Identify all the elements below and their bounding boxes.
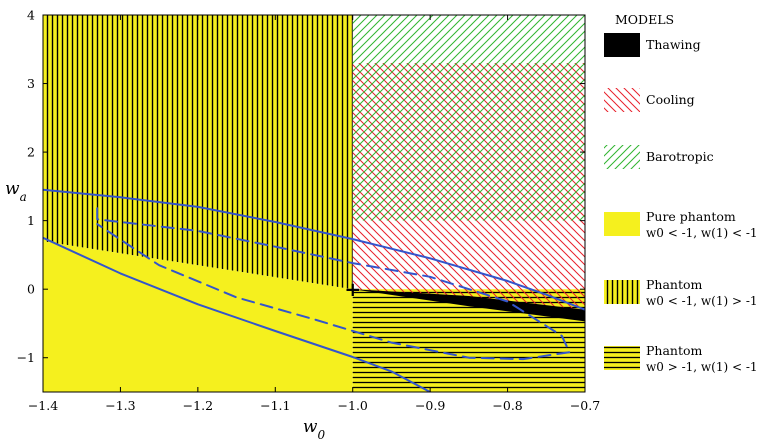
- legend-item-cooling: Cooling: [604, 88, 695, 112]
- y-tick-label: 1: [27, 213, 35, 228]
- x-tick-label: −0.9: [415, 398, 445, 413]
- region-phantom-horizontal: [352, 289, 585, 392]
- legend-item-phantom_b: Phantom w0 > -1, w(1) < -1: [604, 343, 758, 374]
- legend-label-pure_phantom: Pure phantom: [646, 209, 736, 224]
- plot-curves: [43, 188, 585, 392]
- plot-annotations: +: [344, 277, 361, 301]
- legend-item-phantom_a: Phantom w0 < -1, w(1) > -1: [604, 277, 758, 308]
- y-axis: −1 0 1 2 3 4: [17, 8, 585, 365]
- legend-swatch-phantom_a: [604, 280, 640, 304]
- y-axis-label: wa: [5, 179, 27, 204]
- x-tick-label: −1.0: [338, 398, 368, 413]
- region-thawing: [352, 289, 585, 322]
- x-tick-label: −0.7: [570, 398, 600, 413]
- plot-frame: [42, 14, 586, 393]
- legend-item-pure_phantom: Pure phantom w0 < -1, w(1) < -1: [604, 209, 758, 240]
- y-tick-label: −1: [17, 350, 35, 365]
- legend-sublabel-pure_phantom: w0 < -1, w(1) < -1: [646, 226, 758, 240]
- legend-swatch-cooling: [604, 88, 640, 112]
- y-tick-label: 3: [27, 76, 35, 91]
- x-tick-label: −1.1: [260, 398, 290, 413]
- legend-swatch-phantom_b: [604, 346, 640, 370]
- plot-regions: [43, 15, 585, 392]
- legend-swatch-barotropic: [604, 145, 640, 169]
- legend-sublabel-phantom_a: w0 < -1, w(1) > -1: [646, 294, 758, 308]
- legend: MODELS Thawing Cooling Barotropic Pure phan…: [604, 12, 758, 374]
- legend-swatch-pure_phantom: [604, 212, 640, 236]
- legend-title: MODELS: [615, 12, 674, 27]
- contour-line-2: [43, 236, 432, 392]
- legend-item-barotropic: Barotropic: [604, 145, 714, 169]
- legend-label-cooling: Cooling: [646, 92, 695, 107]
- contour-line-3: [96, 207, 571, 361]
- y-tick-label: 0: [27, 282, 35, 297]
- legend-label-phantom_b: Phantom: [646, 343, 703, 358]
- x-axis-label: w0: [303, 417, 326, 439]
- x-tick-label: −0.8: [492, 398, 522, 413]
- fiducial-cross-marker: +: [344, 277, 361, 301]
- x-tick-label: −1.3: [105, 398, 135, 413]
- legend-item-thawing: Thawing: [604, 33, 701, 57]
- region-pure-phantom: [43, 241, 353, 392]
- legend-sublabel-phantom_b: w0 > -1, w(1) < -1: [646, 360, 758, 374]
- x-tick-label: −1.2: [183, 398, 213, 413]
- region-phantom-vertical: [43, 15, 353, 290]
- x-axis: −1.4 −1.3 −1.2 −1.1 −1.0 −0.9 −0.8 −0.7: [28, 15, 600, 413]
- contour-line-1: [43, 188, 585, 311]
- region-barotropic: [352, 15, 585, 221]
- x-tick-label: −1.4: [28, 398, 58, 413]
- legend-label-thawing: Thawing: [646, 37, 701, 52]
- legend-label-phantom_a: Phantom: [646, 277, 703, 292]
- legend-label-barotropic: Barotropic: [646, 149, 714, 164]
- y-tick-label: 2: [27, 145, 35, 160]
- legend-swatch-thawing: [604, 33, 640, 57]
- y-tick-label: 4: [27, 8, 35, 23]
